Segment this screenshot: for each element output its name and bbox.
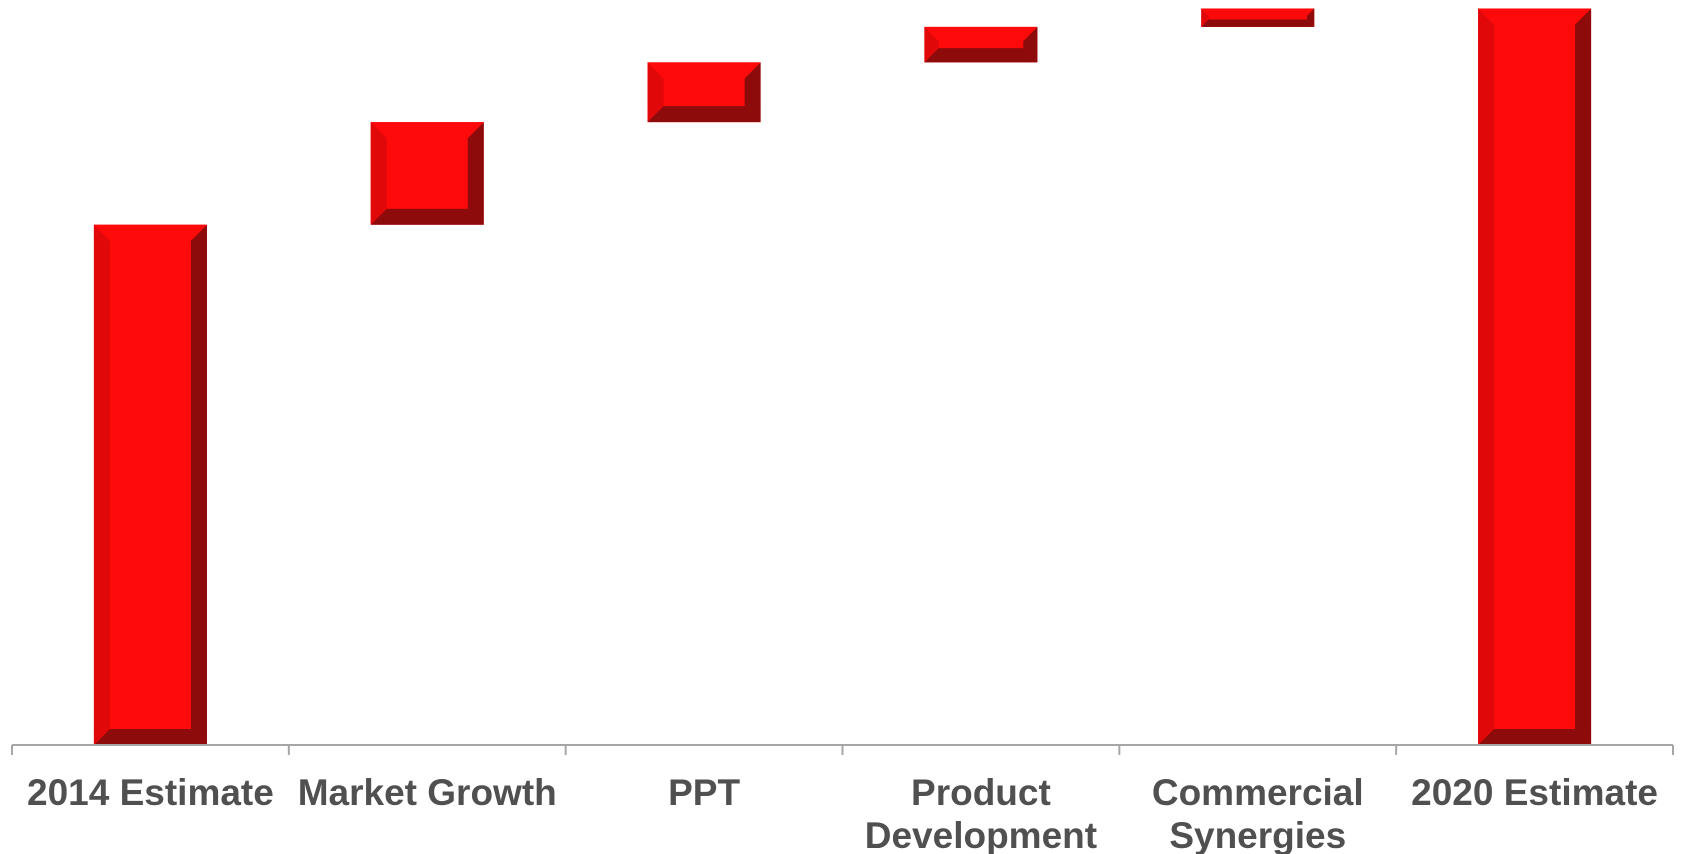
- x-tick-label: Commercial: [1152, 772, 1364, 813]
- bar-bevel-right: [1575, 8, 1592, 745]
- x-tick-label: Development: [865, 815, 1097, 854]
- bar-bevel-right: [1306, 8, 1315, 27]
- bar-bevel-right: [744, 62, 761, 123]
- bar-face: [1478, 8, 1592, 745]
- bar-bevel-bottom: [924, 48, 1038, 63]
- bar-bevel-top: [370, 122, 484, 139]
- bar-bevel-left: [93, 224, 110, 745]
- x-tick-label: 2020 Estimate: [1411, 772, 1658, 813]
- bar-face: [370, 122, 484, 225]
- bar-product-development: [924, 26, 1038, 63]
- bar-bevel-bottom: [1201, 19, 1315, 27]
- bar-commercial-synergies: [1201, 8, 1315, 27]
- x-tick-label: 2014 Estimate: [27, 772, 274, 813]
- x-tick-label: Product: [911, 772, 1051, 813]
- bar-bevel-left: [1478, 8, 1495, 745]
- bar-bevel-left: [1201, 8, 1209, 27]
- bar-ppt: [647, 62, 761, 123]
- x-tick-label: PPT: [668, 772, 740, 813]
- bar-2020-estimate: [1478, 8, 1592, 745]
- x-tick-label: Market Growth: [298, 772, 557, 813]
- bar-bevel-left: [924, 26, 939, 63]
- bar-bevel-bottom: [370, 208, 484, 225]
- bar-bevel-right: [1023, 26, 1038, 63]
- x-tick-label: Synergies: [1169, 815, 1346, 854]
- bar-bevel-left: [370, 122, 387, 225]
- x-axis-labels: 2014 Estimate Market Growth PPT ProductDeve…: [27, 772, 1658, 854]
- bar-bevel-bottom: [1478, 729, 1592, 745]
- bar-2014-estimate: [93, 224, 207, 745]
- bar-bevel-right: [190, 224, 207, 745]
- bar-market-growth: [370, 122, 484, 225]
- bar-bevel-top: [1201, 8, 1315, 16]
- bar-bevel-right: [467, 122, 484, 225]
- bar-bevel-top: [1478, 8, 1592, 25]
- x-axis: [11, 744, 1674, 755]
- bar-bevel-top: [924, 26, 1038, 42]
- bar-bevel-top: [647, 62, 761, 79]
- bar-bevel-left: [647, 62, 664, 123]
- bar-bevel-bottom: [647, 106, 761, 123]
- bars-layer: [93, 8, 1592, 745]
- bar-bevel-bottom: [93, 729, 207, 745]
- bar-face: [93, 224, 207, 745]
- bar-bevel-top: [93, 224, 207, 241]
